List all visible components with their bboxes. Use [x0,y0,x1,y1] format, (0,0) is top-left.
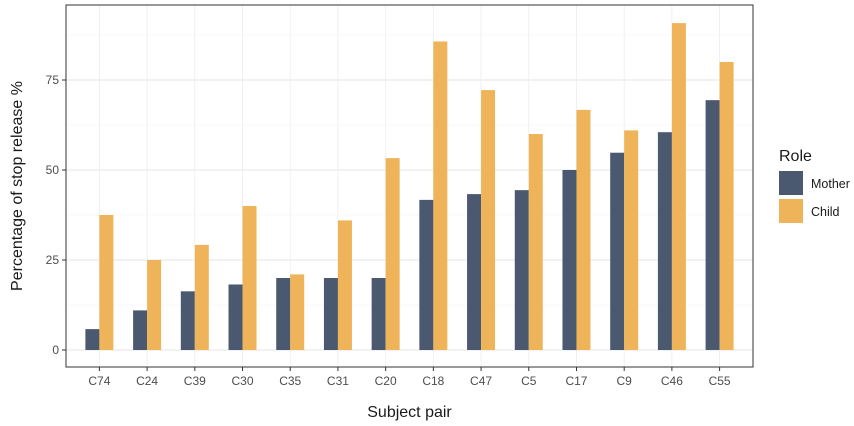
legend-title: Role [779,148,812,165]
legend-key-child [779,199,803,223]
panel-background [66,5,753,367]
panel-border [65,4,754,368]
bar-mother-c30 [228,284,243,350]
y-tick-label: 0 [52,343,59,357]
x-tick-label: C47 [470,374,492,388]
x-tick-label: C9 [617,374,633,388]
bar-child-c30 [242,206,257,350]
bar-child-c5 [528,134,543,350]
bar-mother-c39 [180,291,195,350]
x-tick-label: C5 [521,374,537,388]
bar-mother-c20 [371,278,386,350]
bar-mother-c31 [323,278,338,350]
bar-mother-c5 [514,190,529,350]
legend-label-mother: Mother [811,177,850,191]
x-tick-label: C74 [88,374,110,388]
bar-mother-c47 [467,194,482,350]
x-tick-label: C20 [375,374,397,388]
y-tick-label: 50 [46,163,60,177]
x-tick-label: C31 [327,374,349,388]
bar-mother-c24 [133,310,148,350]
y-axis-title: Percentage of stop release % [9,81,26,291]
bars [85,23,734,351]
bar-child-c35 [290,274,305,350]
x-tick-label: C30 [232,374,254,388]
bar-child-c39 [194,244,209,350]
y-axis-ticks: 0 25 50 75 [46,73,66,357]
bar-mother-c17 [562,170,577,350]
legend-key-mother [779,171,803,195]
bar-mother-c18 [419,199,434,350]
bar-child-c74 [99,215,114,350]
bar-mother-c55 [705,100,720,350]
x-tick-label: C55 [709,374,731,388]
bar-mother-c74 [85,329,100,350]
x-tick-label: C39 [184,374,206,388]
bar-child-c46 [671,23,686,351]
x-tick-label: C18 [422,374,444,388]
legend-label-child: Child [811,205,840,219]
x-tick-label: C46 [661,374,683,388]
y-tick-label: 75 [46,73,60,87]
bar-child-c20 [385,158,400,350]
bar-mother-c35 [276,278,291,350]
x-tick-label: C17 [565,374,587,388]
x-axis-title: Subject pair [367,404,452,421]
x-tick-label: C35 [279,374,301,388]
x-tick-label: C24 [136,374,158,388]
bar-child-c9 [624,130,639,350]
bar-mother-c46 [657,132,672,350]
bar-child-c17 [576,109,591,350]
legend: Role Mother Child [779,148,850,223]
bar-child-c55 [719,62,734,350]
bar-child-c18 [433,41,448,350]
bar-child-c24 [147,260,162,350]
x-axis-ticks: C74 C24 C39 C30 C35 C31 C20 C18 C47 C5 C17 C9 C46 C55 [88,367,731,388]
bar-child-c47 [481,90,496,350]
y-tick-label: 25 [46,253,60,267]
bar-child-c31 [337,220,352,350]
bar-mother-c9 [610,152,625,350]
